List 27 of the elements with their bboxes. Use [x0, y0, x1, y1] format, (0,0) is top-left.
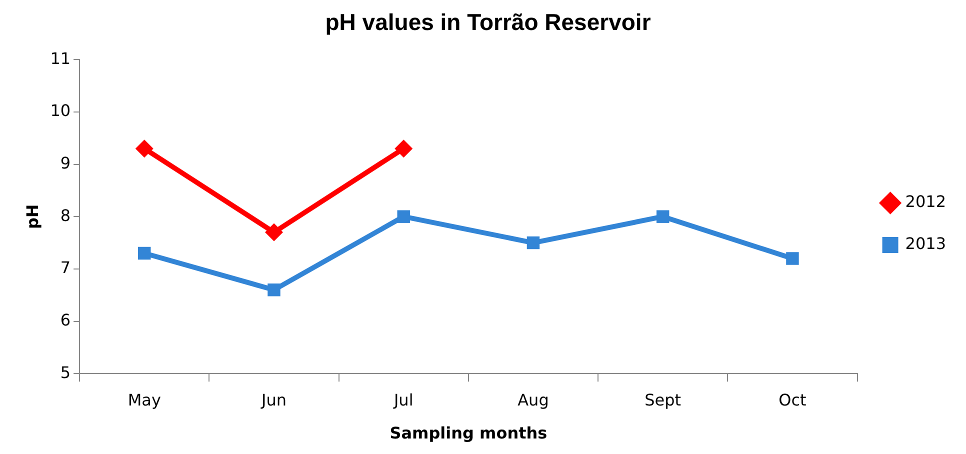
- y-tick-label: 6: [60, 310, 71, 330]
- point: [135, 140, 154, 158]
- y-tick-label: 8: [60, 206, 71, 225]
- y-tick-label: 11: [50, 48, 71, 68]
- x-tick-label: Sept: [644, 390, 682, 410]
- y-tick-label: 7: [60, 258, 71, 278]
- point: [397, 210, 410, 223]
- legend-label: 2012: [905, 192, 946, 212]
- chart-title: pH values in Torrão Reservoir: [325, 9, 651, 36]
- x-tick-label: Jul: [392, 390, 414, 410]
- y-tick-label: 5: [60, 362, 71, 382]
- x-tick-label: Oct: [778, 390, 806, 410]
- point: [264, 223, 283, 242]
- point: [268, 284, 280, 296]
- y-tick-label: 9: [60, 153, 71, 172]
- x-tick-label: May: [128, 390, 161, 410]
- point: [526, 236, 540, 250]
- legend-label: 2013: [905, 234, 946, 254]
- y-tick-label: 10: [50, 101, 71, 120]
- x-tick-label: Jun: [260, 390, 286, 410]
- y-axis-title: pH: [22, 204, 42, 230]
- point: [656, 210, 670, 223]
- x-tick-label: Aug: [518, 390, 549, 410]
- point: [394, 140, 413, 158]
- point: [138, 246, 151, 260]
- point: [786, 252, 799, 265]
- x-axis-title: Sampling months: [390, 424, 548, 443]
